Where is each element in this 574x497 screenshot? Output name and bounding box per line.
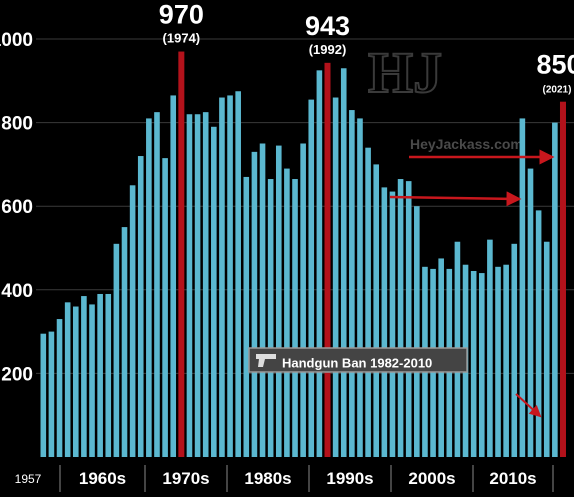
bar — [211, 126, 217, 457]
peak-year-label: (1974) — [163, 31, 201, 46]
bar — [219, 97, 225, 458]
highlight-bar — [178, 51, 185, 457]
bar — [154, 112, 160, 458]
bar — [535, 210, 542, 457]
y-axis-labels: 200 400 600 800 1000 — [0, 30, 33, 385]
peak-value-label: 850 — [536, 50, 574, 80]
bar — [340, 68, 347, 457]
bar — [414, 206, 420, 457]
bar — [487, 239, 493, 457]
bar — [64, 302, 71, 457]
handgun-icon — [256, 354, 276, 367]
bar — [40, 333, 47, 457]
bar — [332, 97, 339, 458]
bar — [405, 181, 412, 457]
bar — [308, 99, 315, 458]
highlight-bar — [324, 62, 331, 458]
bar — [72, 306, 79, 457]
bar — [503, 264, 509, 457]
bar — [349, 110, 355, 457]
peak-labels: 970(1974) 943(1992) 850 (2021) — [159, 0, 574, 96]
y-tick-label: 1000 — [0, 30, 33, 51]
watermark: HJ HeyJackass.com — [367, 39, 523, 152]
bar — [227, 95, 233, 458]
bar — [129, 185, 136, 458]
x-start-year-label: 1957 — [15, 472, 42, 486]
bar — [137, 156, 144, 458]
bar — [194, 114, 201, 458]
bar — [470, 270, 477, 457]
decade-label: 2000s — [408, 469, 455, 488]
bar — [251, 151, 258, 458]
bar — [300, 143, 306, 457]
watermark-site: HeyJackass.com — [410, 136, 523, 152]
decade-label: 1990s — [326, 469, 373, 488]
bar — [316, 70, 323, 457]
bar — [81, 296, 87, 457]
bar — [56, 319, 63, 457]
bar — [146, 118, 152, 458]
bars — [40, 68, 558, 458]
bar — [275, 145, 282, 457]
decade-label: 1980s — [244, 469, 291, 488]
decade-label: 2010s — [489, 469, 536, 488]
bar — [89, 304, 95, 457]
decade-label: 1960s — [79, 469, 126, 488]
bar — [170, 95, 177, 458]
arrow-middle — [389, 191, 522, 207]
bar — [357, 118, 363, 458]
bar — [235, 91, 241, 457]
bar — [543, 241, 550, 457]
y-tick-label: 600 — [1, 197, 33, 218]
bar — [267, 179, 274, 457]
bar — [519, 118, 526, 458]
x-axis-band — [0, 460, 574, 497]
bar — [121, 227, 128, 457]
bar — [365, 147, 371, 457]
y-tick-label: 400 — [1, 281, 33, 302]
legend-label: Handgun Ban 1982-2010 — [282, 355, 432, 370]
bar — [552, 122, 558, 457]
bar — [243, 176, 250, 457]
bar — [495, 266, 501, 457]
peak-value-label: 943 — [305, 11, 350, 41]
bar — [389, 191, 396, 457]
bar — [373, 164, 380, 457]
legend-frame — [248, 347, 468, 373]
legend-box: Handgun Ban 1982-2010 — [248, 347, 468, 373]
bar — [186, 114, 193, 458]
bar — [511, 243, 518, 457]
bar — [381, 187, 388, 457]
bar — [97, 293, 103, 457]
highlight-bar — [559, 101, 566, 457]
bar — [292, 179, 298, 457]
bar — [478, 273, 485, 457]
peak-value-label: 970 — [159, 0, 204, 30]
peak-year-label: (2021) — [543, 85, 572, 96]
bar — [105, 293, 112, 457]
x-axis: 1957 1960s 1970s 1980s 1990s 2000s 2010s — [0, 460, 574, 497]
bar — [259, 143, 266, 457]
y-tick-label: 800 — [1, 114, 33, 135]
peak-year-label: (1992) — [309, 42, 347, 57]
bar — [48, 331, 55, 457]
watermark-logo: HJ — [368, 40, 442, 105]
bar — [162, 158, 168, 457]
bar — [202, 112, 209, 458]
highlight-bars — [178, 51, 566, 458]
annotation-arrows — [389, 149, 555, 418]
bar — [397, 179, 404, 457]
y-tick-label: 200 — [1, 364, 33, 385]
bar — [113, 243, 120, 457]
bar — [527, 168, 534, 457]
bar — [284, 168, 290, 457]
decade-label: 1970s — [162, 469, 209, 488]
arrow-lower — [515, 393, 542, 418]
